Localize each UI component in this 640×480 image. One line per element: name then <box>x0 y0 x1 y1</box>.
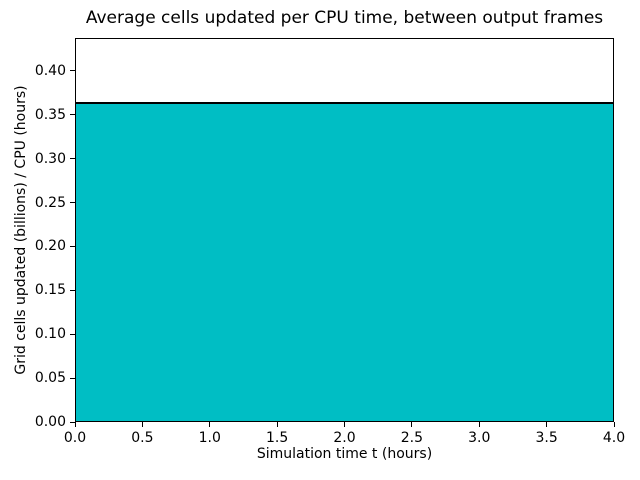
x-tick-mark <box>344 422 345 427</box>
y-tick-mark <box>70 333 75 335</box>
filled-area <box>76 102 613 421</box>
y-tick-label: 0.25 <box>34 194 66 211</box>
x-tick-mark <box>209 422 211 427</box>
x-tick-mark <box>74 422 76 427</box>
x-tick-label: 1.5 <box>265 430 289 446</box>
x-tick-label: 2.5 <box>400 430 423 446</box>
y-tick-mark <box>70 245 75 247</box>
y-tick-label: 0.35 <box>34 106 66 123</box>
x-tick-mark <box>411 422 413 427</box>
x-tick-mark <box>478 422 480 427</box>
x-tick-mark <box>276 422 278 427</box>
x-tick-label: 1.0 <box>198 430 221 446</box>
y-tick-mark <box>70 289 75 291</box>
y-tick-label: 0.40 <box>34 62 66 79</box>
x-tick-mark <box>141 422 143 427</box>
y-tick-mark <box>70 202 75 204</box>
y-tick-label: 0.00 <box>34 414 66 430</box>
y-tick-mark <box>70 158 75 160</box>
y-tick-label: 0.30 <box>34 150 66 167</box>
x-tick-label: 0.0 <box>63 430 87 446</box>
y-tick-label: 0.05 <box>34 370 66 387</box>
x-tick-label: 2.0 <box>333 430 356 446</box>
x-tick-mark <box>546 422 548 427</box>
x-axis-label: Simulation time t (hours) <box>256 446 433 462</box>
y-tick-mark <box>70 114 75 116</box>
y-tick-mark <box>70 70 75 72</box>
y-tick-mark <box>70 377 75 379</box>
chart-title: Average cells updated per CPU time, betw… <box>85 8 604 28</box>
x-tick-label: 3.0 <box>468 430 491 446</box>
x-tick-label: 3.5 <box>535 430 558 446</box>
x-tick-label: 4.0 <box>602 430 626 446</box>
x-tick-mark <box>613 422 615 427</box>
plot-area <box>75 38 614 422</box>
y-tick-label: 0.15 <box>34 282 66 299</box>
y-tick-label: 0.20 <box>34 238 66 255</box>
y-tick-mark <box>70 421 75 423</box>
y-tick-label: 0.10 <box>34 326 66 343</box>
x-tick-label: 0.5 <box>131 430 154 446</box>
